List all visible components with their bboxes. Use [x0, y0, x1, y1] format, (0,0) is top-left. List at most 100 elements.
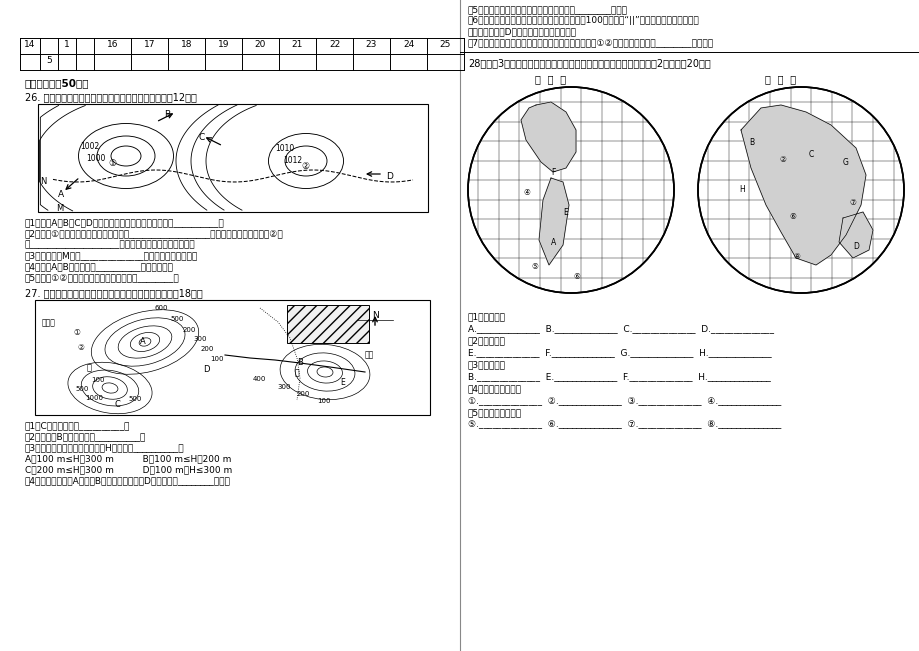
Text: E: E — [340, 378, 345, 387]
Text: 旅庄: 旅庄 — [365, 350, 374, 359]
Text: 500: 500 — [75, 386, 88, 392]
Text: E.______________  F.______________  G.______________  H.______________: E.______________ F.______________ G.____… — [468, 348, 771, 357]
Text: 300: 300 — [277, 384, 290, 390]
Text: 西  半  球: 西 半 球 — [535, 74, 566, 84]
Text: 21: 21 — [291, 40, 303, 49]
Text: A: A — [58, 190, 64, 199]
Text: A: A — [140, 337, 145, 346]
Text: 24: 24 — [403, 40, 414, 49]
Text: C: C — [199, 133, 205, 142]
Text: 17: 17 — [143, 40, 155, 49]
Text: E: E — [562, 208, 567, 217]
Text: A．100 m≤H＜300 m          B．100 m≤H＜200 m: A．100 m≤H＜300 m B．100 m≤H＜200 m — [25, 454, 231, 463]
Text: （3）、气候：: （3）、气候： — [468, 360, 505, 369]
Text: ⑥: ⑥ — [789, 212, 795, 221]
Text: ④: ④ — [522, 188, 529, 197]
Text: ⑦: ⑦ — [848, 198, 855, 207]
Polygon shape — [838, 212, 872, 258]
Text: G: G — [842, 158, 848, 167]
Text: D: D — [386, 172, 392, 181]
Text: （7）若将小河甲的水引向疣养院，图中两条规划路线①②中，比较合理的是________，缘由是: （7）若将小河甲的水引向疣养院，图中两条规划路线①②中，比较合理的是______… — [468, 38, 713, 47]
Circle shape — [698, 87, 903, 293]
Text: ⑤.______________  ⑥.______________  ⑦.______________  ⑧.______________: ⑤.______________ ⑥.______________ ⑦.____… — [468, 420, 780, 429]
Text: 疣养院: 疣养院 — [42, 318, 56, 327]
Text: 内: 内 — [295, 368, 300, 377]
Text: （4）图中A、B两处相比，__________处风力较大。: （4）图中A、B两处相比，__________处风力较大。 — [25, 262, 174, 271]
Text: ⑥: ⑥ — [573, 272, 579, 281]
Text: C．200 m≤H＜300 m          D．100 m＜H≤300 m: C．200 m≤H＜300 m D．100 m＜H≤300 m — [25, 465, 232, 474]
Text: 1010: 1010 — [275, 144, 294, 153]
Text: 200: 200 — [200, 346, 214, 352]
Text: 600: 600 — [154, 305, 168, 311]
Text: ②: ② — [77, 343, 84, 352]
Text: 300: 300 — [193, 336, 206, 342]
Text: 25: 25 — [439, 40, 450, 49]
Text: 23: 23 — [366, 40, 377, 49]
Text: 1002: 1002 — [80, 142, 99, 151]
Text: 16: 16 — [107, 40, 119, 49]
Text: 27. 读比例尺为十万分之一的地形图，完成下列问题。（18分）: 27. 读比例尺为十万分之一的地形图，完成下列问题。（18分） — [25, 288, 202, 298]
Text: 100: 100 — [317, 398, 330, 404]
Circle shape — [468, 87, 674, 293]
Text: （3）图中虚线M表示______________。（高压脊、低压槽）: （3）图中虚线M表示______________。（高压脊、低压槽） — [25, 251, 198, 260]
Text: 1012: 1012 — [283, 156, 301, 165]
Polygon shape — [520, 102, 575, 172]
Text: ①.______________  ②.______________  ③.______________  ④.______________: ①.______________ ②.______________ ③.____… — [468, 396, 780, 405]
Text: 22: 22 — [328, 40, 340, 49]
Text: 400: 400 — [253, 376, 267, 382]
Text: 甲: 甲 — [87, 363, 92, 372]
Text: B: B — [748, 138, 754, 147]
Text: （6）若想在河流的干流上修建一座水库，嵊高为100米，请用“||”在图上标出该水库拦负的: （6）若想在河流的干流上修建一座水库，嵊高为100米，请用“||”在图上标出该水… — [468, 16, 699, 25]
Text: ①: ① — [108, 159, 116, 168]
Text: N: N — [371, 311, 379, 320]
Text: 100: 100 — [210, 356, 223, 362]
Text: 1: 1 — [64, 40, 70, 49]
Text: 为____________________。（高、低压，气旋、反气旋）: 为____________________。（高、低压，气旋、反气旋） — [25, 240, 196, 249]
Text: B: B — [297, 358, 302, 367]
Text: B: B — [164, 110, 170, 119]
Text: A.______________  B.______________  C.______________  D.______________: A.______________ B.______________ C.____… — [468, 324, 773, 333]
Text: A: A — [550, 238, 556, 247]
Text: D: D — [203, 365, 210, 374]
Text: 5: 5 — [46, 56, 51, 65]
Polygon shape — [740, 105, 865, 265]
Text: 500: 500 — [128, 396, 142, 402]
Text: 1000: 1000 — [85, 395, 103, 401]
Text: 100: 100 — [91, 377, 105, 383]
Text: D: D — [852, 242, 858, 251]
Text: M: M — [56, 204, 63, 213]
Text: 20: 20 — [255, 40, 266, 49]
Bar — [35, 300, 429, 415]
Text: H: H — [738, 185, 744, 194]
Text: ②: ② — [778, 155, 785, 164]
Text: ⑤: ⑤ — [530, 262, 538, 271]
Text: ①: ① — [73, 328, 80, 337]
Text: ②: ② — [301, 162, 309, 171]
Text: 二、综合题（50分）: 二、综合题（50分） — [25, 78, 89, 88]
Text: 28、读图3，依据途中的字母或文字填写其地理名称。（每个小题任选2个填）（20分）: 28、读图3，依据途中的字母或文字填写其地理名称。（每个小题任选2个填）（20分… — [468, 58, 710, 68]
Bar — [38, 104, 427, 212]
Text: 19: 19 — [218, 40, 229, 49]
Text: （1）、山地：: （1）、山地： — [468, 312, 505, 321]
Text: （5）图中①②两处相比，气温日较差大的是________。: （5）图中①②两处相比，气温日较差大的是________。 — [25, 273, 179, 282]
Text: （1）图中A、B、C、D四个箭头能正确表示当地风向的是__________。: （1）图中A、B、C、D四个箭头能正确表示当地风向的是__________。 — [25, 218, 224, 227]
Text: （3）图中有一悬崖，其相对高度H的范围是__________。: （3）图中有一悬崖，其相对高度H的范围是__________。 — [25, 443, 185, 452]
Text: 14: 14 — [24, 40, 36, 49]
Text: （2）、河流：: （2）、河流： — [468, 336, 505, 345]
Text: 坝址；并在图中D处用箭头标出河流的流向。: 坝址；并在图中D处用箭头标出河流的流向。 — [468, 27, 576, 36]
Text: （2）图中①处就气压分布状况而言，称为__________________；就气流运动形式而言，②称: （2）图中①处就气压分布状况而言，称为__________________；就气… — [25, 229, 283, 238]
Text: （5）图中乙、丙两支流，事实上不存在的是________支流。: （5）图中乙、丙两支流，事实上不存在的是________支流。 — [468, 5, 628, 14]
Text: 1000: 1000 — [85, 154, 106, 163]
Text: C: C — [808, 150, 813, 159]
Text: C: C — [115, 400, 120, 409]
Text: F: F — [550, 168, 555, 177]
Bar — [287, 305, 369, 343]
Text: 200: 200 — [297, 391, 310, 397]
Text: ⑧: ⑧ — [792, 252, 799, 261]
Polygon shape — [539, 178, 568, 265]
Text: （2）山脊线B的走向大致为__________。: （2）山脊线B的走向大致为__________。 — [25, 432, 146, 441]
Text: （5）、半岛、岛屿：: （5）、半岛、岛屿： — [468, 408, 522, 417]
Text: 18: 18 — [180, 40, 192, 49]
Text: （4）、海峡、水道：: （4）、海峡、水道： — [468, 384, 521, 393]
Text: 东  半  球: 东 半 球 — [765, 74, 796, 84]
